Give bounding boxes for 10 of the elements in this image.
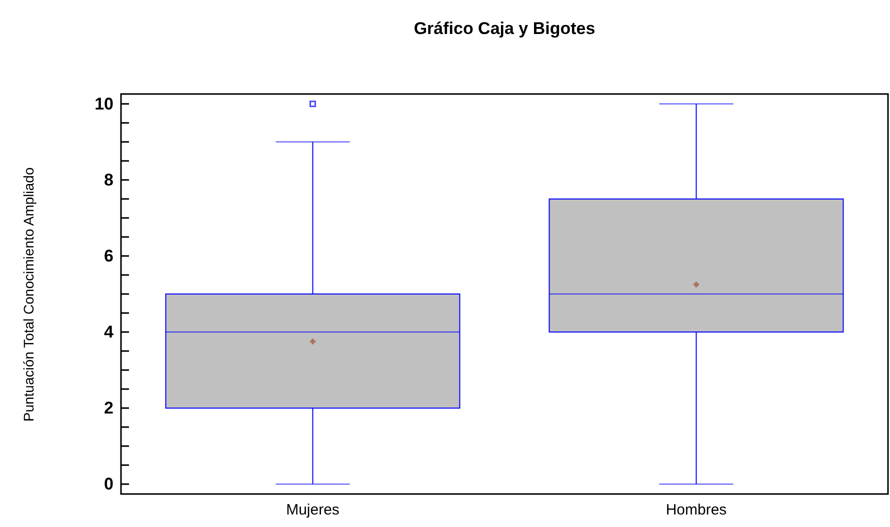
y-tick-label: 6: [104, 246, 114, 266]
y-tick-label: 8: [104, 170, 114, 190]
x-tick-label: Hombres: [666, 502, 727, 518]
x-tick-label: Mujeres: [286, 502, 340, 518]
y-tick-label: 10: [94, 94, 114, 114]
y-axis-title: Puntuación Total Conocimiento Ampliado: [20, 167, 37, 422]
y-tick-label: 0: [104, 474, 114, 494]
chart-title: Gráfico Caja y Bigotes: [414, 19, 596, 38]
y-tick-label: 2: [104, 398, 114, 418]
y-tick-label: 4: [104, 322, 114, 342]
